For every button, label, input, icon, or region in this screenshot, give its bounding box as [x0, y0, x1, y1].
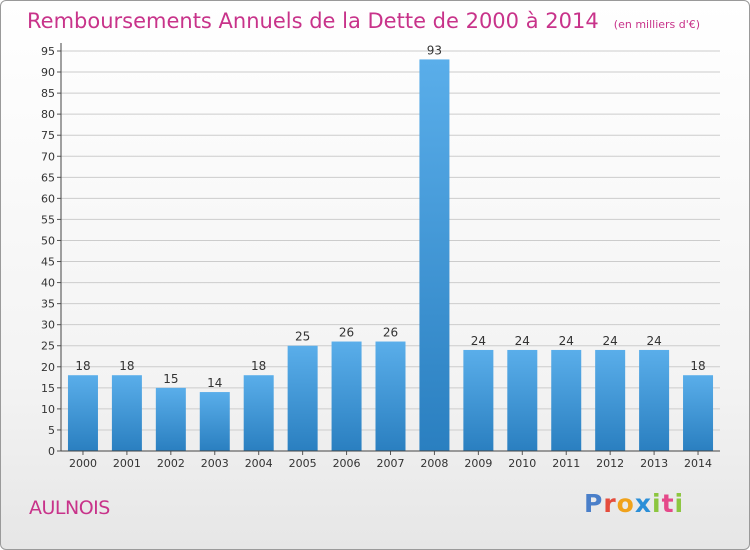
data-label: 24 [603, 334, 618, 348]
y-tick-label: 75 [41, 129, 55, 142]
y-tick-label: 30 [41, 319, 55, 332]
data-label: 18 [251, 359, 266, 373]
bar [419, 59, 450, 451]
chart-subtitle: (en milliers d'€) [613, 18, 701, 31]
y-tick-label: 70 [41, 150, 55, 163]
y-tick-label: 45 [41, 256, 55, 269]
x-tick-label: 2008 [420, 457, 448, 470]
data-label: 18 [690, 359, 705, 373]
bar [683, 375, 714, 451]
y-tick-label: 65 [41, 171, 55, 184]
x-tick-label: 2002 [157, 457, 185, 470]
bar [375, 341, 406, 451]
data-label: 18 [119, 359, 134, 373]
bar [243, 375, 274, 451]
y-tick-label: 55 [41, 213, 55, 226]
bar [639, 349, 670, 451]
bar [67, 375, 98, 451]
bar [507, 349, 538, 451]
bar [199, 392, 230, 451]
bar [463, 349, 494, 451]
x-tick-label: 2011 [552, 457, 580, 470]
data-label: 24 [515, 334, 530, 348]
data-label: 24 [646, 334, 661, 348]
y-tick-label: 35 [41, 298, 55, 311]
data-label: 26 [339, 326, 354, 340]
y-tick-label: 20 [41, 361, 55, 374]
x-tick-label: 2013 [640, 457, 668, 470]
y-tick-label: 95 [41, 45, 55, 58]
commune-name: AULNOIS [29, 497, 110, 519]
title-row: Remboursements Annuels de la Dette de 20… [27, 9, 700, 33]
data-label: 25 [295, 330, 310, 344]
bar [595, 349, 626, 451]
y-tick-label: 60 [41, 192, 55, 205]
y-tick-label: 15 [41, 382, 55, 395]
data-label: 93 [427, 43, 442, 57]
x-tick-label: 2003 [201, 457, 229, 470]
x-tick-label: 2001 [113, 457, 141, 470]
x-tick-label: 2009 [464, 457, 492, 470]
x-tick-label: 2004 [245, 457, 273, 470]
y-tick-label: 5 [48, 424, 55, 437]
bar [155, 387, 186, 451]
data-label: 15 [163, 372, 178, 386]
y-tick-label: 50 [41, 234, 55, 247]
x-tick-label: 2014 [684, 457, 712, 470]
bar [331, 341, 362, 451]
bar [111, 375, 142, 451]
proxiti-logo[interactable]: Proxiti [584, 489, 685, 518]
y-tick-label: 40 [41, 277, 55, 290]
x-tick-label: 2000 [69, 457, 97, 470]
chart-title: Remboursements Annuels de la Dette de 20… [27, 9, 599, 33]
y-tick-label: 0 [48, 445, 55, 458]
data-label: 18 [75, 359, 90, 373]
bar [551, 349, 582, 451]
y-tick-label: 85 [41, 87, 55, 100]
data-label: 24 [471, 334, 486, 348]
x-tick-label: 2006 [333, 457, 361, 470]
y-tick-label: 90 [41, 66, 55, 79]
y-tick-label: 80 [41, 108, 55, 121]
x-tick-label: 2012 [596, 457, 624, 470]
data-label: 24 [559, 334, 574, 348]
data-label: 26 [383, 326, 398, 340]
x-tick-label: 2010 [508, 457, 536, 470]
y-tick-label: 25 [41, 340, 55, 353]
data-label: 14 [207, 376, 222, 390]
y-tick-label: 10 [41, 403, 55, 416]
bar [287, 345, 318, 451]
x-tick-label: 2007 [377, 457, 405, 470]
x-tick-label: 2005 [289, 457, 317, 470]
